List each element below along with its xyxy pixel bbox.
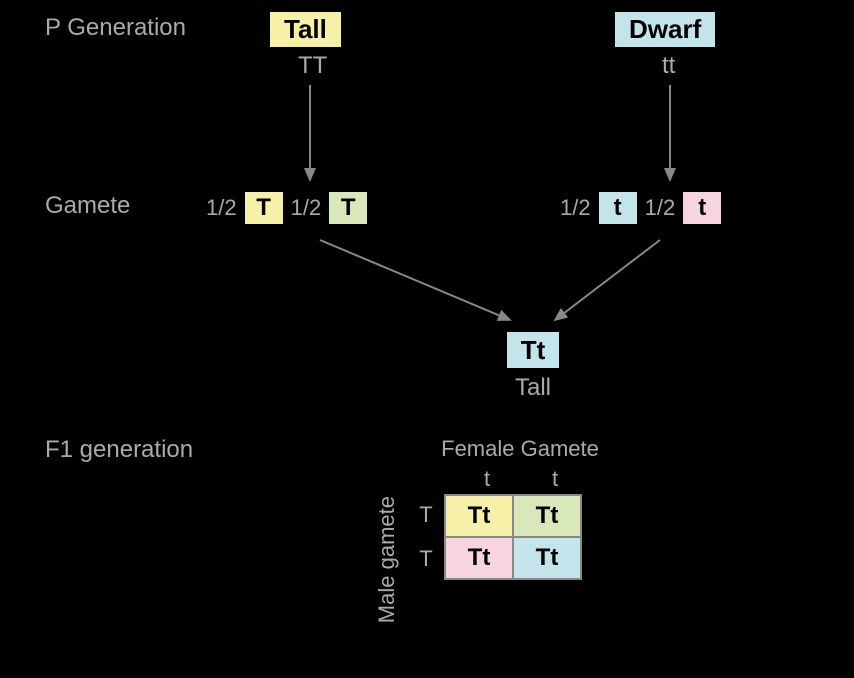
punnett-cell-0-1: Tt [513,495,581,537]
female-gamete-label: Female Gamete [430,436,610,462]
gamete-left-0-frac: 1/2 [206,195,237,221]
gamete-left-row: 1/2 T 1/2 T [206,190,369,226]
gamete-right-row: 1/2 t 1/2 t [560,190,723,226]
punnett-cell-0-0: Tt [445,495,513,537]
arrows-layer [0,0,854,678]
gamete-left-1-allele: T [327,190,369,226]
gamete-left-1-frac: 1/2 [291,195,322,221]
punnett-cell-1-0: Tt [445,537,513,579]
punnett-row-1: T [414,546,438,572]
punnett-square: Tt Tt Tt Tt [444,494,582,580]
f1-cross-genotype-box: Tt [505,330,561,370]
punnett-col-1: t [530,466,580,492]
gamete-left-0-allele: T [243,190,285,226]
gamete-right-0-frac: 1/2 [560,195,591,221]
gamete-right-0-allele: t [597,190,639,226]
punnett-row-0: T [414,502,438,528]
parent2-phenotype-box: Dwarf [613,10,717,49]
p-generation-label: P Generation [45,14,186,42]
f1-cross-phenotype: Tall [515,374,551,402]
parent2-genotype: tt [662,52,675,80]
f1-generation-label: F1 generation [45,436,193,464]
punnett-col-0: t [462,466,512,492]
parent1-genotype: TT [298,52,327,80]
punnett-cell-1-1: Tt [513,537,581,579]
gamete-label: Gamete [45,192,130,220]
gamete-right-1-frac: 1/2 [645,195,676,221]
male-gamete-label: Male gamete [374,496,400,623]
parent1-phenotype-box: Tall [268,10,343,49]
gamete-right-1-allele: t [681,190,723,226]
